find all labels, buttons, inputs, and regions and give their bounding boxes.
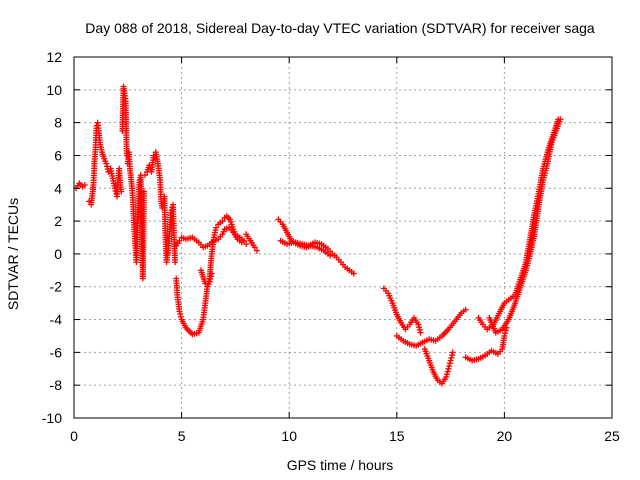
y-tick-label: 10 <box>46 82 62 98</box>
data-point <box>444 371 451 378</box>
data-point <box>208 270 215 277</box>
data-point <box>238 239 245 246</box>
y-tick-label: 8 <box>54 115 62 131</box>
data-point <box>251 244 258 251</box>
data-point <box>417 329 424 336</box>
y-tick-label: -10 <box>42 410 62 426</box>
data-point <box>327 252 334 259</box>
data-point <box>415 321 422 328</box>
x-tick-label: 0 <box>70 428 78 444</box>
data-point <box>118 188 125 195</box>
y-tick-labels: -10 -8 -6 -4 -2 0 2 4 6 8 10 12 <box>42 49 62 426</box>
y-tick-label: -6 <box>50 344 63 360</box>
data-point <box>416 324 423 331</box>
data-point <box>219 218 226 225</box>
data-point <box>446 360 453 367</box>
data-point <box>202 280 209 287</box>
data-point <box>350 270 357 277</box>
axis-ticks <box>73 56 613 419</box>
x-tick-labels: 0 5 10 15 20 25 <box>70 428 620 444</box>
y-tick-label: 6 <box>54 147 62 163</box>
data-point <box>176 237 183 244</box>
data-point <box>416 326 423 333</box>
data-point <box>462 306 469 313</box>
y-tick-label: -2 <box>50 279 63 295</box>
y-tick-label: 12 <box>46 49 62 65</box>
data-point <box>445 365 452 372</box>
chart-title: Day 088 of 2018, Sidereal Day-to-day VTE… <box>85 20 595 36</box>
y-axis-label: SDTVAR / TECUs <box>5 198 21 310</box>
data-point <box>443 373 450 380</box>
data-point <box>142 172 149 179</box>
data-point <box>176 308 183 315</box>
data-point <box>81 181 88 188</box>
data-point <box>446 363 453 370</box>
data-point <box>207 276 214 283</box>
y-tick-label: -4 <box>50 312 63 328</box>
x-tick-label: 5 <box>178 428 186 444</box>
data-point <box>449 349 456 356</box>
data-point <box>449 352 456 359</box>
data-point <box>502 330 509 337</box>
data-point <box>243 241 250 248</box>
data-point <box>103 163 110 170</box>
data-point <box>213 224 220 231</box>
data-point <box>206 278 213 285</box>
data-point <box>447 357 454 364</box>
x-tick-label: 20 <box>497 428 513 444</box>
x-tick-label: 10 <box>281 428 297 444</box>
data-point <box>103 160 110 167</box>
x-tick-label: 15 <box>389 428 405 444</box>
data-point <box>172 259 179 266</box>
data-point <box>501 332 508 339</box>
x-axis-label: GPS time / hours <box>287 457 394 473</box>
data-point <box>444 368 451 375</box>
y-tick-label: 2 <box>54 213 62 229</box>
data-point <box>502 327 509 334</box>
data-point <box>105 168 112 175</box>
x-tick-label: 25 <box>604 428 620 444</box>
y-tick-label: 0 <box>54 246 62 262</box>
y-tick-label: -8 <box>50 377 63 393</box>
data-point <box>208 273 215 280</box>
data-point <box>253 247 260 254</box>
data-point <box>140 188 147 195</box>
plot-frame <box>73 56 613 419</box>
data-point <box>557 116 564 123</box>
data-points <box>73 83 564 387</box>
data-point <box>448 354 455 361</box>
y-tick-label: 4 <box>54 180 62 196</box>
data-point <box>177 313 184 320</box>
data-point <box>177 311 184 318</box>
